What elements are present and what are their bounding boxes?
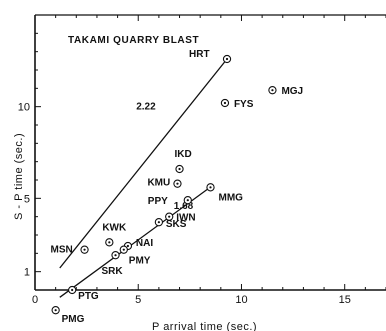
data-point-center	[71, 288, 74, 292]
point-label: SRK	[102, 266, 124, 277]
point-label: IKD	[175, 149, 192, 160]
point-label: KWK	[102, 222, 127, 233]
x-tick-label: 5	[135, 294, 141, 306]
data-point-center	[83, 248, 86, 251]
chart-title: TAKAMI QUARRY BLAST	[68, 35, 199, 46]
data-point-center	[223, 101, 227, 105]
data-point-center	[54, 309, 57, 312]
point-label: PPY	[148, 196, 168, 207]
data-point-center	[168, 215, 171, 218]
y-axis-label: S - P time (sec.)	[13, 133, 25, 220]
point-label: KMU	[147, 178, 170, 189]
point-label: HRT	[189, 49, 210, 60]
x-axis-label: P arrival time (sec.)	[152, 321, 257, 331]
point-label: PMG	[62, 314, 85, 325]
point-label: FYS	[234, 99, 254, 110]
point-label: MMG	[219, 192, 244, 203]
point-label: PMY	[129, 256, 151, 267]
y-tick-label: 5	[24, 193, 30, 205]
data-point-center	[176, 182, 179, 185]
data-point-center	[114, 254, 117, 257]
data-point-center	[157, 221, 160, 224]
y-tick-label: 10	[18, 102, 30, 114]
data-point-center	[126, 244, 130, 248]
data-point-center	[178, 167, 181, 171]
point-label: IWN	[176, 213, 195, 224]
slope-label: 2.22	[136, 102, 156, 113]
point-label: NAI	[136, 238, 153, 249]
fit-line	[59, 58, 228, 269]
point-label: PTG	[78, 291, 99, 302]
x-tick-label: 10	[235, 294, 247, 306]
data-point-center	[271, 89, 274, 92]
data-point-center	[108, 241, 111, 244]
point-label: SKS	[166, 219, 187, 230]
slope-label: 1.68	[174, 201, 194, 212]
data-points	[51, 54, 277, 315]
point-label: MSN	[51, 245, 73, 256]
x-tick-label: 0	[32, 294, 38, 306]
data-point-center	[122, 248, 125, 251]
x-tick-label: 15	[339, 294, 351, 306]
data-point-center	[186, 199, 189, 202]
y-tick-label: 1	[24, 267, 30, 279]
data-point-center	[225, 57, 229, 61]
data-point-center	[209, 186, 212, 189]
point-label: MGJ	[281, 86, 303, 97]
